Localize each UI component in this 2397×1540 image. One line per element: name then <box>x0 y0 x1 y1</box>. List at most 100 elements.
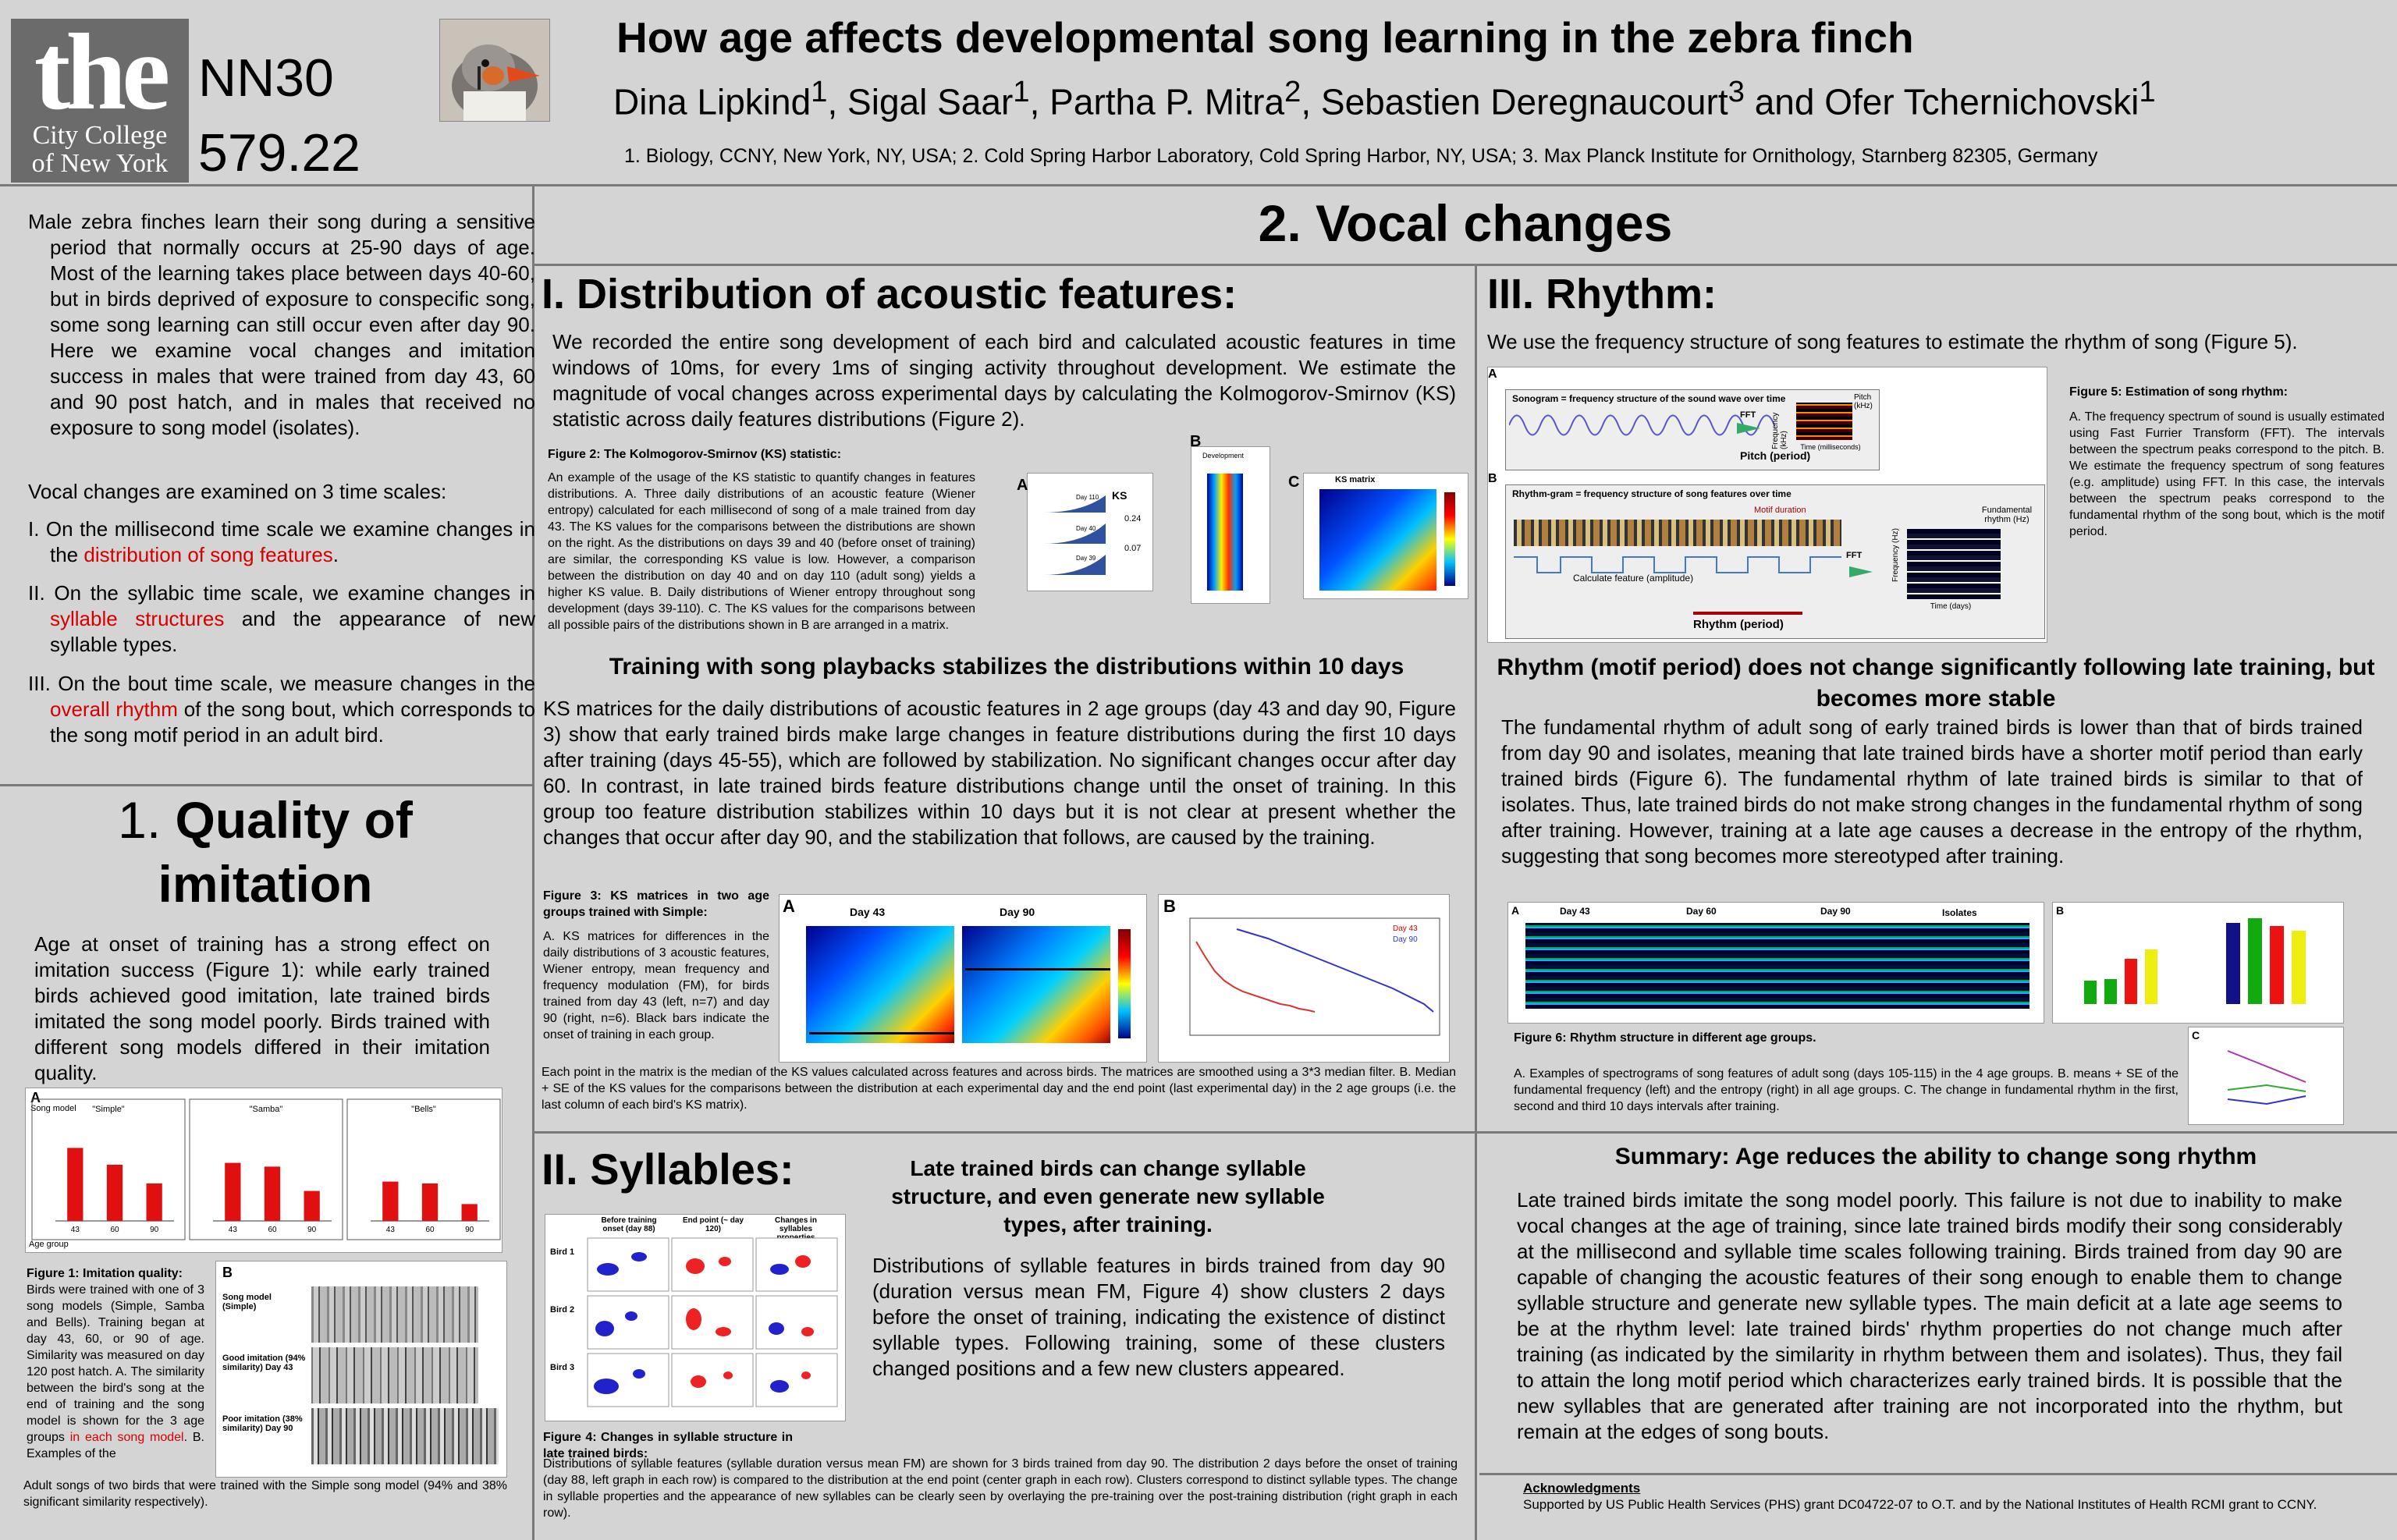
fig6b-bars <box>2084 918 2306 1004</box>
fig3a-matrix-day90 <box>962 926 1110 1043</box>
fig3a-day90-title: Day 90 <box>1000 906 1035 918</box>
mid-divider <box>534 1131 2397 1134</box>
syllables-subheading: Late trained birds can change syllable s… <box>891 1156 1325 1237</box>
fig1b-sonogram-3 <box>311 1408 499 1464</box>
fig6a-spectrograms <box>1525 923 2029 1009</box>
fig1a-panel <box>31 1098 186 1240</box>
fig2c-ks-matrix <box>1319 489 1436 591</box>
fig3a-matrix-day43 <box>806 926 954 1043</box>
intro-divider <box>0 784 532 786</box>
header-divider <box>0 184 2397 186</box>
fig5a-fft-arrow-icon <box>1737 423 1760 434</box>
fig5a-waveform <box>1509 414 1775 436</box>
figure-6c: C <box>2188 1027 2344 1125</box>
fig5a-sonogram-label: Sonogram = frequency structure of the so… <box>1512 393 1786 404</box>
fig1a-bar <box>382 1181 399 1221</box>
fig5b-time-label: Time (days) <box>1930 602 1972 611</box>
fig5b-rhythmgram-label: Rhythm-gram = frequency structure of son… <box>1512 488 1792 499</box>
fig6a-group-4: Isolates <box>1942 907 1977 918</box>
fig3b-legend-43: Day 43 <box>1393 924 1418 933</box>
intro-timescales: Vocal changes are examined on 3 time sca… <box>28 480 447 503</box>
figure-3-caption: A. KS matrices for differences in the da… <box>543 930 769 1041</box>
fig4-col-1: Before training onset (day 88) <box>601 1216 657 1233</box>
vocal-divider <box>534 264 2397 266</box>
imitation-bar-charts: "Simple" 43 60 90 "Samba" 43 60 90 "Bells" 43 60 90 <box>31 1098 501 1240</box>
poster-title: How age affects developmental song learn… <box>616 13 1914 62</box>
fig3a-onset-bar-90 <box>965 968 1110 970</box>
distribution-text: We recorded the entire song development … <box>552 330 1456 431</box>
fig6a-group-2: Day 60 <box>1686 906 1717 917</box>
fig5b-rhythm-period: Rhythm (period) <box>1693 618 1784 631</box>
intro-paragraph: Male zebra finches learn their song duri… <box>28 210 535 439</box>
fig1b-sonogram-1 <box>311 1286 478 1343</box>
figure-3-title: Figure 3: KS matrices in two age groups … <box>543 889 769 919</box>
figure-4-caption: Distributions of syllable features (syll… <box>543 1457 1458 1520</box>
fig2c-colorbar <box>1444 492 1455 586</box>
figure-3b: B Day 43 Day 90 <box>1158 894 1450 1063</box>
fig1a-song-model-label: Song model <box>30 1104 76 1113</box>
fig2a-distributions <box>1043 495 1106 575</box>
column-divider-right <box>1475 265 1477 1540</box>
fig1a-bar <box>67 1148 83 1221</box>
fig1b-row-1: Song model (Simple) <box>222 1293 272 1311</box>
fig1a-panel-title: "Samba" <box>250 1105 283 1114</box>
fig5a-box: Sonogram = frequency structure of the so… <box>1505 389 1880 470</box>
fig2b-development-map <box>1207 474 1243 591</box>
zebra-finch-image <box>439 19 550 122</box>
fig4-col-2: End point (~ day 120) <box>682 1216 744 1233</box>
fig3b-label: B <box>1163 896 1176 916</box>
fig1a-tick-label: 43 <box>386 1226 396 1234</box>
fig5b-calc-label: Calculate feature (amplitude) <box>1573 573 1694 584</box>
figure-1-caption-cont: Adult songs of two birds that were train… <box>23 1479 507 1509</box>
figure-6b: B <box>2052 902 2344 1024</box>
fig3b-legend-90: Day 90 <box>1393 935 1418 944</box>
quality-heading: 1. Quality of imitation <box>118 791 413 913</box>
fig6a-label: A <box>1511 904 1520 917</box>
fig2c-title: KS matrix <box>1335 475 1376 484</box>
fig5a-pitch-period: Pitch (period) <box>1740 449 1811 462</box>
poster-number: 579.22 <box>198 123 360 183</box>
fig5b-box: Rhythm-gram = frequency structure of son… <box>1505 484 2045 639</box>
fig5a-fft-label: FFT <box>1740 410 1756 420</box>
fig2a-day-3: Day 39 <box>1076 555 1096 562</box>
fig1a-tick-label: 60 <box>268 1226 277 1234</box>
fig2a-day-1: Day 110 <box>1076 494 1099 501</box>
figure-5-title: Figure 5: Estimation of song rhythm: <box>2069 385 2289 399</box>
fig2a-ks-1: 0.24 <box>1124 514 1142 523</box>
poster-authors: Dina Lipkind1, Sigal Saar1, Partha P. Mi… <box>613 75 2156 122</box>
fig2b-development-label: Development <box>1202 452 1245 460</box>
fig2c-label: C <box>1288 474 1300 491</box>
syllables-heading: II. Syllables: <box>542 1144 794 1194</box>
fig5a-spectrum <box>1796 403 1852 440</box>
fig1a-bar <box>225 1162 241 1221</box>
summary-heading: Summary: Age reduces the ability to chan… <box>1614 1144 2257 1169</box>
figure-5-caption: A. The frequency spectrum of sound is us… <box>2069 410 2385 538</box>
poster-affiliations: 1. Biology, CCNY, New York, NY, USA; 2. … <box>624 145 2098 167</box>
quality-text: Age at onset of training has a strong ef… <box>34 932 490 1084</box>
intro-item-2: II. On the syllabic time scale, we exami… <box>28 581 536 656</box>
fig5b-motif-label: Motif duration <box>1754 506 1806 515</box>
figure-1b: B Song model (Simple) Good imitation (94… <box>215 1261 507 1478</box>
fig6c-label: C <box>2192 1029 2200 1041</box>
fig2a-day-2: Day 40 <box>1076 525 1096 532</box>
fig1b-label: B <box>222 1265 233 1280</box>
vocal-changes-title: 2. Vocal changes <box>1258 194 1673 252</box>
fig2a-ks-2: 0.07 <box>1124 544 1142 553</box>
summary-text: Late trained birds imitate the song mode… <box>1517 1188 2342 1443</box>
fig4-row-1: Bird 1 <box>550 1247 575 1257</box>
fig2a-ks-label: KS <box>1112 489 1127 502</box>
rhythm-text: We use the frequency structure of song f… <box>1487 330 2298 353</box>
fig5b-fund-label: Fundamental rhythm (Hz) <box>1981 506 2033 524</box>
figure-3-caption-cont: Each point in the matrix is the median o… <box>542 1066 1456 1112</box>
fig5b-rhythm-bar <box>1693 612 1802 615</box>
figure-1a: A Song model Age group "Simple" 43 60 90 "Sa… <box>25 1088 502 1253</box>
figure-4: Before training onset (day 88) End point… <box>545 1214 846 1421</box>
figure-2c: C KS matrix <box>1288 473 1468 599</box>
fig3a-day43-title: Day 43 <box>850 906 886 918</box>
fig1a-bar <box>461 1204 478 1221</box>
fig3a-colorbar <box>1118 929 1131 1038</box>
figure-6-title: Figure 6: Rhythm structure in different … <box>1514 1031 1816 1045</box>
rhythm-heading: III. Rhythm: <box>1487 271 1717 318</box>
fig5b-fft-label: FFT <box>1846 551 1863 560</box>
fig1a-tick-label: 90 <box>465 1226 474 1234</box>
